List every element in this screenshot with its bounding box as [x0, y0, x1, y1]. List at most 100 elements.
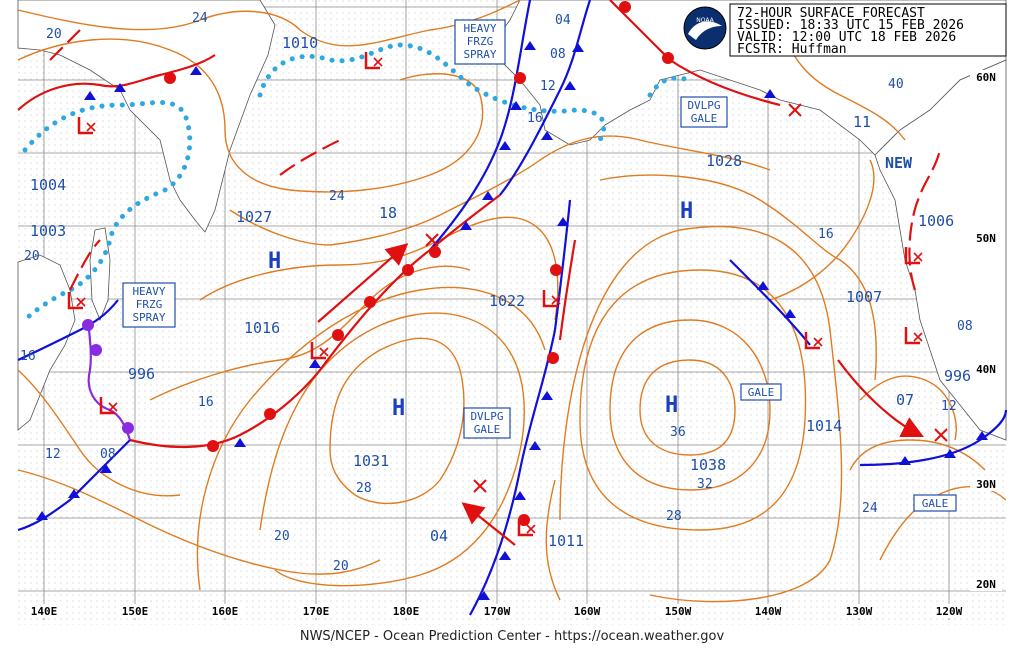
isobar-label: 07 [896, 391, 914, 409]
low-pressure-marker [804, 332, 823, 350]
isobar-labels: 24 20 16 24 18 20 16 12 08 04 08 12 16 4… [20, 11, 973, 574]
low-pressure-marker [310, 342, 329, 360]
pressure-label: 1003 [30, 222, 66, 240]
isobar-label: 32 [697, 477, 713, 492]
isobar-label: 28 [356, 481, 372, 496]
isobar-label: 08 [100, 447, 116, 462]
header-valid: VALID: 12:00 UTC 18 FEB 2026 [737, 30, 956, 45]
svg-text:GALE: GALE [691, 112, 718, 125]
low-pressure-marker [542, 290, 561, 308]
cold-front-symbol [976, 431, 988, 440]
cold-front-symbol [114, 83, 126, 92]
latitude-label: 20N [970, 577, 1002, 591]
longitude-label: 140E [26, 604, 62, 618]
cold-front-symbol [309, 359, 321, 368]
low-pressure-marker [904, 247, 923, 265]
isobar-line [196, 286, 546, 591]
isobar-label: 04 [555, 13, 571, 28]
warm-front [558, 239, 577, 341]
stationary-front [49, 29, 81, 61]
pressure-label: 1007 [846, 288, 882, 306]
pressure-label: 1011 [548, 532, 584, 550]
svg-text:DVLPG: DVLPG [687, 99, 720, 112]
cold-front-symbol [572, 43, 584, 52]
high-marker: H [680, 199, 693, 224]
svg-text:140W: 140W [755, 605, 782, 618]
svg-text:140E: 140E [31, 605, 58, 618]
pressure-label: 1027 [236, 208, 272, 226]
low-markers [67, 52, 948, 537]
header-box [729, 3, 1007, 57]
occluded-front-symbol [82, 319, 94, 331]
longitude-label: 150W [660, 604, 696, 618]
isobar-label: 12 [540, 79, 556, 94]
cold-front [553, 199, 572, 331]
header-block: 72-HOUR SURFACE FORECAST ISSUED: 18:33 U… [683, 3, 1007, 57]
svg-text:GALE: GALE [474, 423, 501, 436]
cold-front [17, 299, 119, 362]
stationary-front [69, 239, 101, 291]
trough-arrow [317, 243, 409, 323]
pressure-label: 1031 [353, 452, 389, 470]
cold-front-symbol [784, 309, 796, 318]
isobar-line [859, 375, 957, 441]
svg-text:50N: 50N [976, 232, 996, 245]
new-label: NEW [885, 154, 913, 172]
isobar-label: 04 [430, 527, 448, 545]
isobar-label: 16 [818, 227, 834, 242]
warning-box: GALE [740, 383, 782, 401]
pressure-label: 996 [944, 367, 971, 385]
longitude-label: 120W [931, 604, 967, 618]
low-pressure-marker [364, 52, 383, 70]
isobar-label: 18 [379, 204, 397, 222]
isobar-line [609, 319, 771, 491]
isobar-line [17, 0, 521, 47]
pressure-label: 1004 [30, 176, 66, 194]
longitude-label: 160E [207, 604, 243, 618]
latitude-label: 30N [970, 477, 1002, 491]
cold-front [469, 329, 557, 616]
isobar-label: 28 [666, 509, 682, 524]
cold-front-symbol [84, 91, 96, 100]
isobar-line [17, 369, 181, 497]
warning-box: GALE [913, 494, 957, 512]
svg-text:HEAVY: HEAVY [132, 285, 165, 298]
credit-line: NWS/NCEP - Ocean Prediction Center - htt… [300, 629, 725, 644]
isobar-label: 20 [333, 559, 349, 574]
cold-front-symbol [514, 491, 526, 500]
pressure-label: 1014 [806, 417, 842, 435]
high-markers: H H H H [268, 199, 693, 421]
pressure-label: 1038 [690, 456, 726, 474]
warm-front-symbol [429, 246, 441, 258]
isobar-line [599, 174, 877, 381]
isobar-label: 16 [198, 395, 214, 410]
warm-front-symbol [207, 440, 219, 452]
high-marker: H [392, 396, 405, 421]
pressure-labels: 1027 1031 1028 1038 1004 1003 996 1016 1… [30, 34, 971, 550]
isobar-line [559, 226, 843, 603]
isobar-label: 16 [20, 349, 36, 364]
latitude-label: 40N [970, 362, 1002, 376]
isobar-line [149, 265, 471, 401]
svg-text:150E: 150E [122, 605, 149, 618]
isobar-label: 40 [888, 77, 904, 92]
cold-front-symbol [564, 81, 576, 90]
occluded-front [86, 319, 132, 441]
svg-text:180E: 180E [393, 605, 420, 618]
svg-text:GALE: GALE [922, 497, 949, 510]
cold-front-symbol [460, 221, 472, 230]
svg-text:160W: 160W [574, 605, 601, 618]
cold-front-symbol [190, 66, 202, 75]
warm-front-symbol [514, 72, 526, 84]
cold-front-symbol [234, 438, 246, 447]
svg-text:60N: 60N [976, 71, 996, 84]
svg-text:SPRAY: SPRAY [132, 311, 165, 324]
cold-front-symbol [541, 131, 553, 140]
warm-front-symbol [619, 1, 631, 13]
isobar-line [639, 359, 736, 456]
low-center-x-marker [473, 479, 487, 493]
